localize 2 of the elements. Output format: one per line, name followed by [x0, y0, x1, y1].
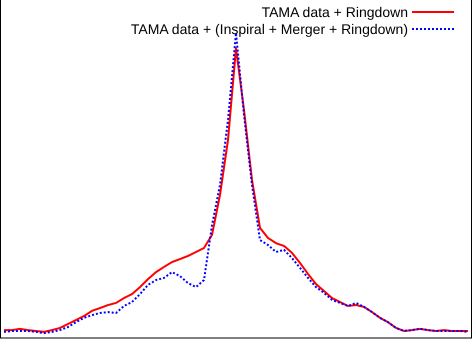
legend-label: TAMA data + (Inspiral + Merger + Ringdown): [130, 21, 408, 37]
legend-label: TAMA data + Ringdown: [262, 4, 408, 20]
